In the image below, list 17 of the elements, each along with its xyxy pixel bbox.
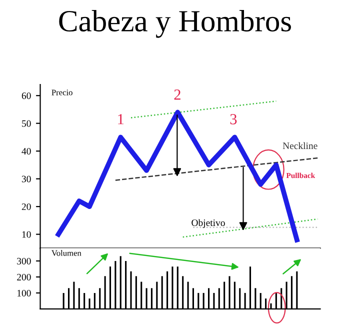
annotation: 2	[174, 90, 180, 100]
y-tick-label: 20	[22, 203, 31, 210]
annotation: 1	[118, 114, 124, 124]
annotation: 3	[230, 114, 237, 124]
y-tick-label: 50	[22, 120, 31, 127]
y-tick-label: 10	[22, 231, 31, 238]
y-tick-label: 100	[17, 290, 31, 296]
series-label: Neckline	[282, 142, 318, 150]
annotation: Objetivo	[192, 219, 225, 228]
y-tick-label: 200	[17, 274, 31, 280]
y-tick-label: 30	[22, 176, 31, 182]
y-tick-label: 60	[22, 92, 31, 100]
y-tick-label: 300	[17, 258, 31, 264]
chart-title: Cabeza y Hombros	[59, 10, 291, 38]
y-tick-label: 40	[22, 148, 31, 155]
y-axis-title: Volumen	[52, 250, 82, 256]
y-axis-title: Precio	[52, 90, 72, 96]
